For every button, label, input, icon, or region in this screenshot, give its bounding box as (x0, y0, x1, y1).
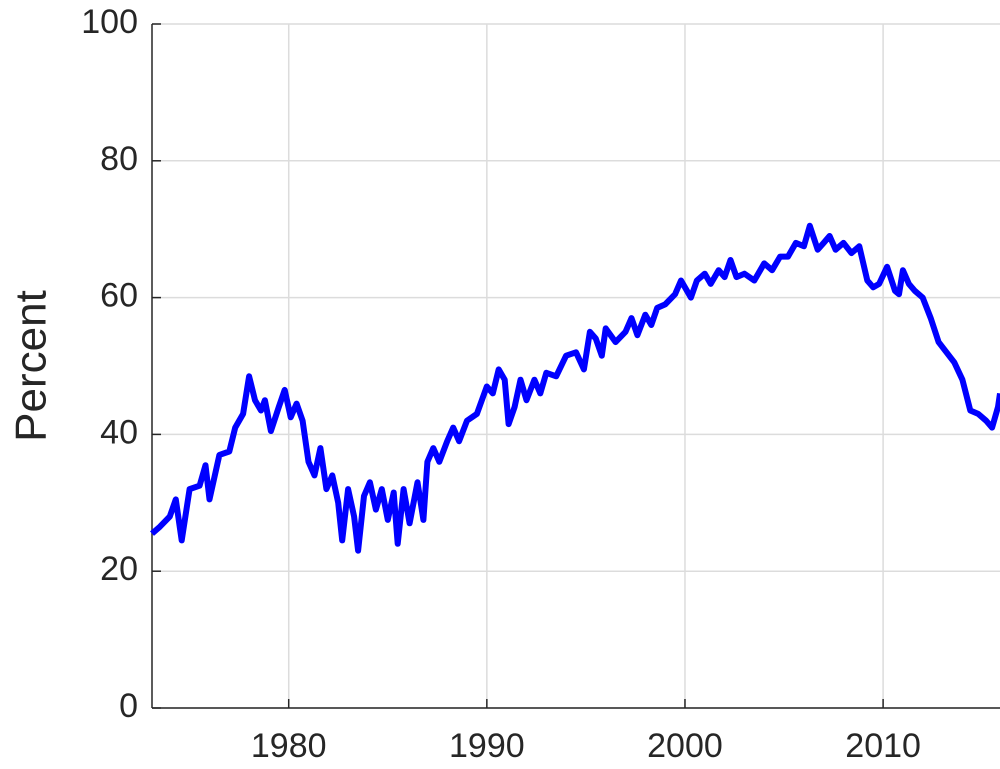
x-tick-label: 2000 (647, 727, 723, 765)
y-tick-label: 80 (100, 140, 138, 178)
x-tick-label: 1980 (251, 727, 327, 765)
data-line (150, 222, 1000, 554)
y-tick-label: 60 (100, 277, 138, 315)
x-tick-label: 1990 (449, 727, 525, 765)
y-tick-label: 0 (119, 687, 138, 725)
y-tick-label: 40 (100, 413, 138, 451)
y-axis-label: Percent (7, 290, 56, 442)
y-tick-label: 100 (81, 3, 138, 41)
x-tick-label: 2010 (845, 727, 921, 765)
y-tick-label: 20 (100, 550, 138, 588)
